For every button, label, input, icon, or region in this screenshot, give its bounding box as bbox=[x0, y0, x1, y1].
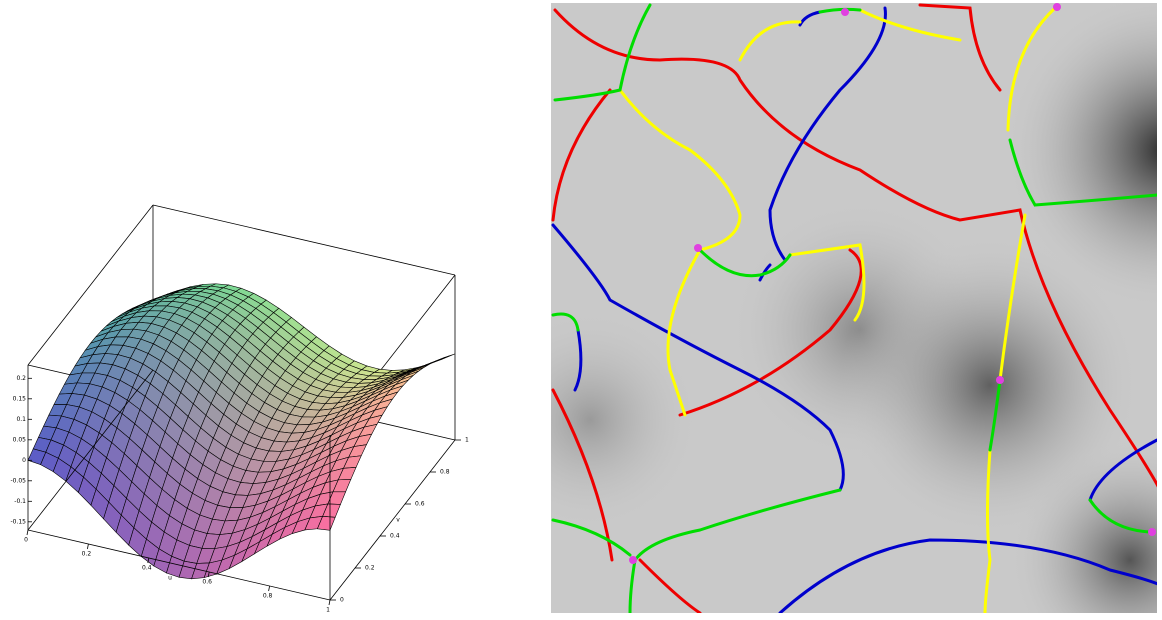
v-tick-label: 0.4 bbox=[390, 533, 400, 540]
z-tick-label: 0.1 bbox=[16, 416, 26, 423]
box-edge bbox=[27, 369, 154, 531]
box-edge bbox=[329, 439, 456, 601]
v-tick-label: 0.8 bbox=[440, 469, 450, 476]
tick-mark bbox=[87, 543, 89, 550]
tick-mark bbox=[26, 529, 29, 536]
u-tick-label: 0.2 bbox=[82, 551, 92, 558]
z-tick-label: -0.1 bbox=[14, 498, 26, 505]
z-tick-label: -0.15 bbox=[10, 518, 26, 525]
z-tick-label: 0.15 bbox=[13, 395, 27, 402]
v-tick-label: 1 bbox=[465, 437, 469, 444]
surface-plot: 0.2 0.15 0.1 0.05 0 -0.05 -0.1 -0.15 0 0.2 0.4 0.6 0… bbox=[10, 204, 469, 614]
tick-mark bbox=[328, 599, 331, 606]
u-tick-label: 0.4 bbox=[142, 565, 152, 572]
u-tick-label: 0.8 bbox=[263, 593, 273, 600]
z-tick-label: 0 bbox=[22, 457, 26, 464]
v-tick-label: 0 bbox=[340, 597, 344, 604]
v-axis-label: v bbox=[396, 517, 400, 524]
u-tick-label: 1 bbox=[326, 607, 330, 614]
z-tick-label: -0.05 bbox=[10, 477, 26, 484]
box-edge bbox=[152, 204, 456, 276]
tick-mark bbox=[207, 571, 210, 578]
u-tick-label: 0.6 bbox=[202, 579, 212, 586]
nodal-line-image bbox=[551, 3, 1157, 613]
z-tick-label: 0.05 bbox=[13, 436, 27, 443]
box-edge bbox=[27, 529, 331, 601]
u-tick-label: 0 bbox=[24, 537, 28, 544]
v-tick-label: 0.6 bbox=[415, 501, 425, 508]
tick-mark bbox=[147, 557, 150, 564]
u-axis-label: u bbox=[168, 575, 172, 582]
surface-patch bbox=[316, 516, 336, 531]
v-tick-label: 0.2 bbox=[365, 565, 375, 572]
tick-mark bbox=[268, 585, 270, 592]
z-tick-label: 0.2 bbox=[16, 375, 26, 382]
box-edge bbox=[27, 204, 154, 366]
